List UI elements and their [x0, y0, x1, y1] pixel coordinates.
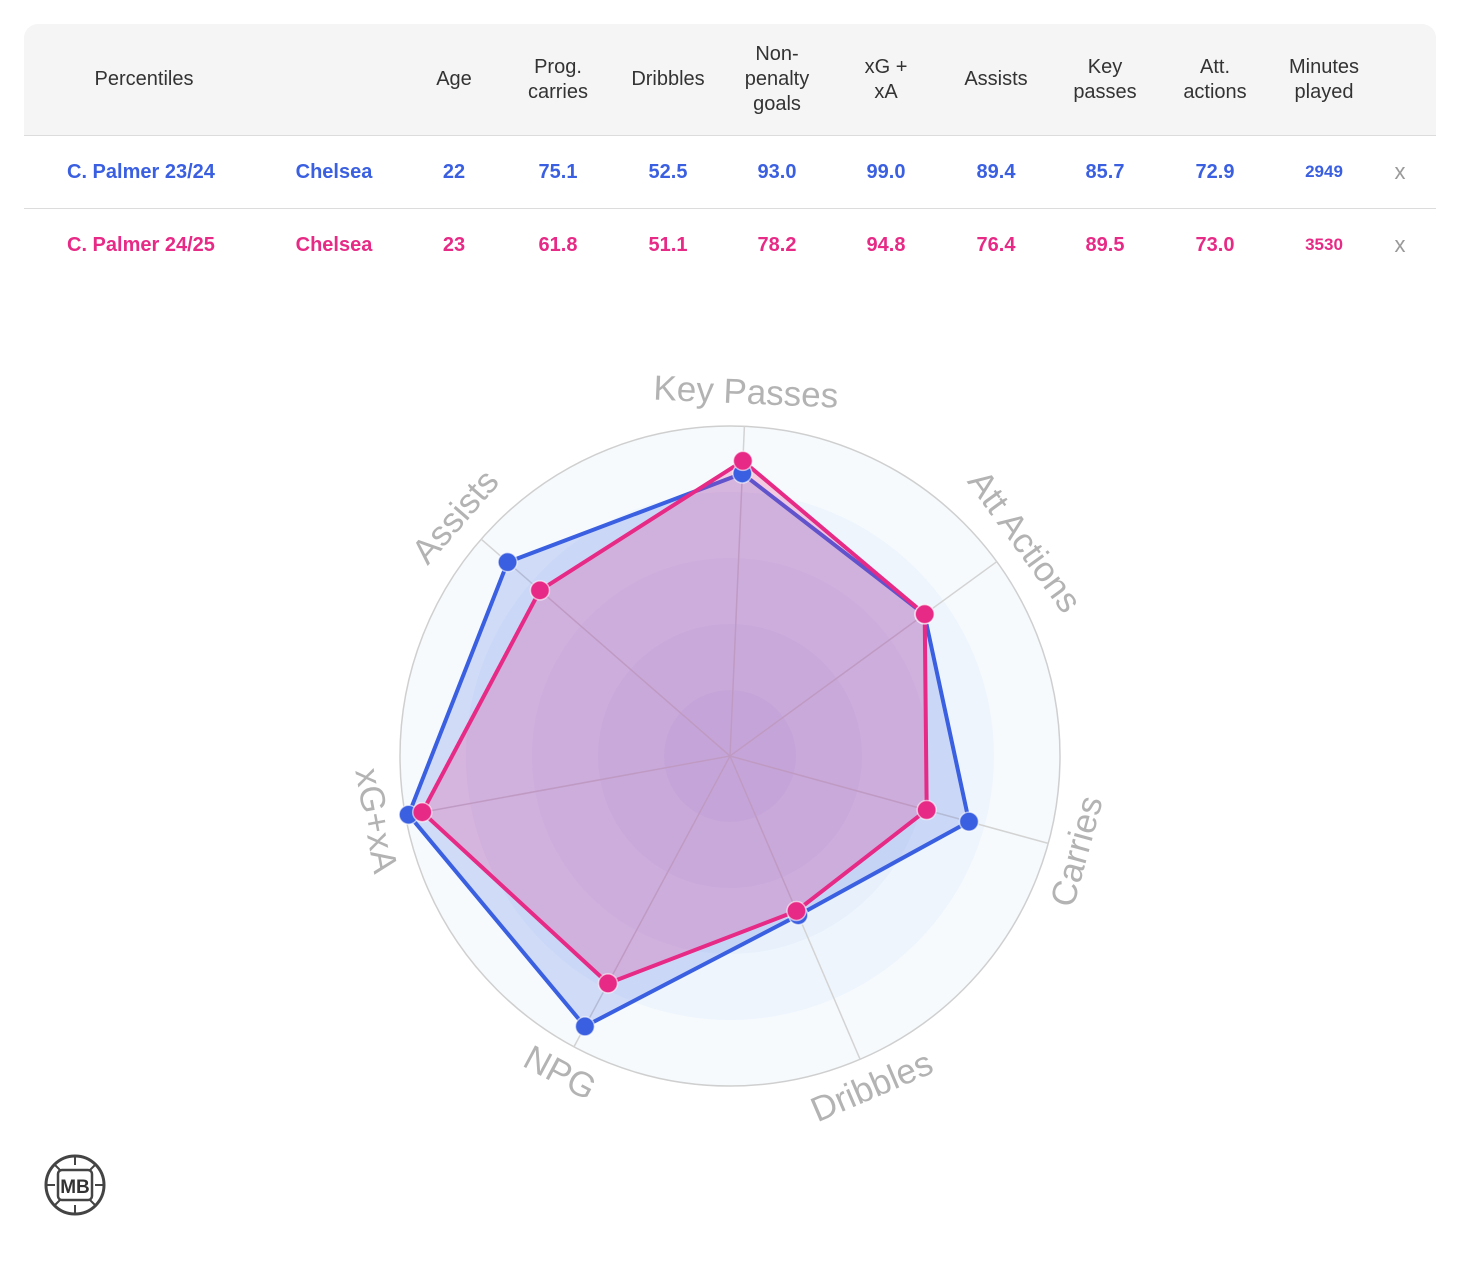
header-assists: Assists	[964, 68, 1028, 90]
header-key-passes: Key passes	[1073, 55, 1137, 103]
data-point	[497, 551, 518, 573]
grid-spoke	[729, 755, 1049, 845]
remove-row-button[interactable]: x	[1394, 159, 1406, 184]
header-npg: Non- penalty goals	[744, 43, 810, 115]
prog-carries-value: 61.8	[538, 233, 578, 256]
att-actions-value: 72.9	[1195, 160, 1235, 183]
data-point	[597, 973, 619, 994]
header-att-actions: Att. actions	[1183, 55, 1247, 103]
age-value: 22	[442, 160, 466, 183]
player-name[interactable]: C. Palmer 24/25	[67, 233, 215, 256]
grid-spoke	[573, 755, 731, 1048]
minutes-value: 2949	[1305, 162, 1343, 181]
grid-spoke	[729, 561, 998, 757]
dribbles-value: 52.5	[648, 160, 688, 183]
team-name[interactable]: Chelsea	[295, 233, 373, 256]
data-point	[574, 1016, 596, 1037]
data-point	[916, 799, 937, 821]
header-prog-carries: Prog. carries	[527, 55, 588, 103]
att-actions-value: 73.0	[1195, 233, 1235, 256]
data-point	[412, 801, 433, 823]
table-header: Percentiles Age Prog. carries Dribbles N…	[24, 24, 1436, 136]
prog-carries-value: 75.1	[538, 160, 578, 183]
data-point	[958, 811, 980, 832]
logo-text: MB	[60, 1177, 90, 1198]
assists-value: 76.4	[976, 233, 1016, 256]
axis-label: xG+xA	[347, 765, 405, 877]
minutes-value: 3530	[1305, 235, 1343, 254]
table-row: C. Palmer 23/24 Chelsea 22 75.1 52.5 93.…	[24, 136, 1436, 209]
key-passes-value: 85.7	[1085, 160, 1125, 183]
axis-label: Key Passes	[653, 369, 839, 416]
mb-logo-icon: MB	[44, 1154, 106, 1216]
age-value: 23	[442, 233, 466, 256]
team-name[interactable]: Chelsea	[295, 160, 373, 183]
header-xgxa: xG + xA	[864, 55, 908, 103]
dribbles-value: 51.1	[648, 233, 688, 256]
header-age: Age	[436, 68, 472, 90]
comparison-table: Percentiles Age Prog. carries Dribbles N…	[24, 24, 1436, 281]
assists-value: 89.4	[976, 160, 1016, 183]
xgxa-value: 94.8	[866, 233, 906, 256]
player-name[interactable]: C. Palmer 23/24	[67, 160, 215, 183]
header-percentiles: Percentiles	[94, 68, 194, 90]
remove-row-button[interactable]: x	[1394, 232, 1406, 257]
data-point	[529, 580, 551, 601]
grid-spoke	[405, 755, 731, 817]
data-point	[732, 450, 754, 472]
npg-value: 93.0	[757, 160, 797, 183]
npg-value: 78.2	[757, 233, 797, 256]
grid-spoke	[480, 538, 731, 757]
data-point	[914, 603, 935, 625]
header-dribbles: Dribbles	[631, 68, 705, 90]
xgxa-value: 99.0	[866, 160, 906, 183]
header-minutes: Minutes played	[1288, 55, 1360, 103]
data-point	[786, 900, 807, 922]
table-row: C. Palmer 24/25 Chelsea 23 61.8 51.1 78.…	[24, 209, 1436, 281]
key-passes-value: 89.5	[1085, 233, 1125, 256]
